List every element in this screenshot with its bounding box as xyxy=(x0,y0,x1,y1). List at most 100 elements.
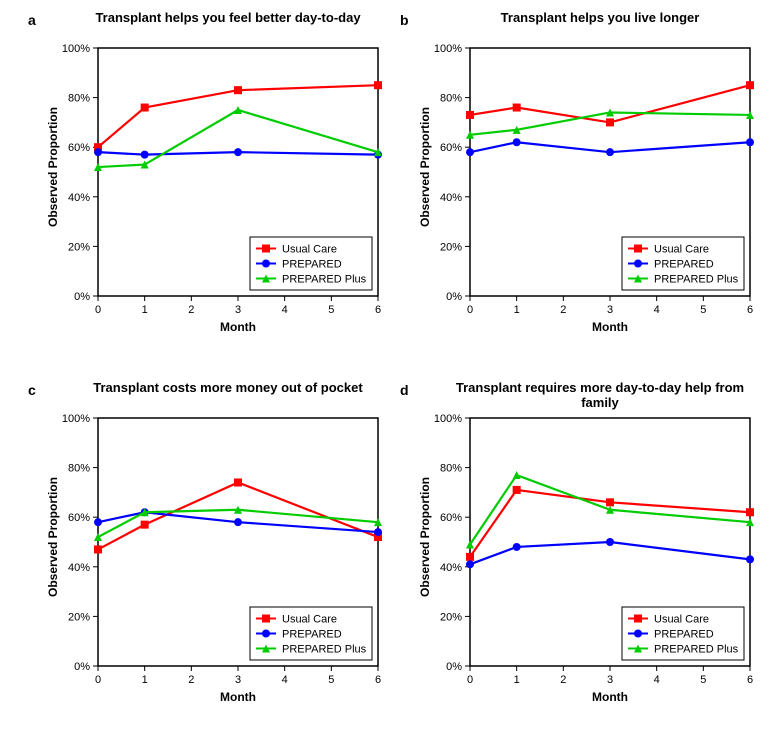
x-tick-label: 6 xyxy=(375,304,381,316)
y-tick-label: 60% xyxy=(68,142,90,154)
panel-d: dTransplant requires more day-to-day hel… xyxy=(400,388,760,718)
series-marker-usual xyxy=(606,498,614,506)
panel-b: bTransplant helps you live longer0123456… xyxy=(400,18,760,348)
legend-label: PREPARED xyxy=(654,629,714,641)
legend-label: Usual Care xyxy=(654,244,709,256)
x-tick-label: 0 xyxy=(467,304,473,316)
series-marker-usual xyxy=(466,553,474,561)
x-tick-label: 6 xyxy=(747,304,753,316)
legend-swatch-marker xyxy=(262,615,270,623)
series-line-usual xyxy=(470,85,750,122)
series-marker-usual xyxy=(94,545,102,553)
x-tick-label: 5 xyxy=(700,674,706,686)
series-line-usual xyxy=(98,85,378,147)
plot-svg: 01234560%20%40%60%80%100%Usual CarePREPA… xyxy=(28,18,388,348)
x-tick-label: 0 xyxy=(467,674,473,686)
legend-swatch-marker xyxy=(262,245,270,253)
series-marker-prepared xyxy=(746,555,754,563)
series-marker-prepared xyxy=(746,138,754,146)
series-marker-usual xyxy=(513,104,521,112)
legend-label: PREPARED Plus xyxy=(654,644,739,656)
legend-swatch-marker xyxy=(634,630,642,638)
series-marker-plus xyxy=(94,533,102,541)
x-tick-label: 5 xyxy=(700,304,706,316)
x-tick-label: 4 xyxy=(282,674,288,686)
series-marker-prepared xyxy=(234,148,242,156)
legend-label: Usual Care xyxy=(282,244,337,256)
series-marker-prepared xyxy=(374,528,382,536)
y-tick-label: 0% xyxy=(446,661,462,673)
legend-label: Usual Care xyxy=(282,614,337,626)
x-axis-label: Month xyxy=(98,690,378,704)
series-marker-prepared xyxy=(234,518,242,526)
legend-swatch-marker xyxy=(634,615,642,623)
y-tick-label: 20% xyxy=(68,241,90,253)
y-tick-label: 60% xyxy=(68,512,90,524)
series-marker-prepared xyxy=(141,151,149,159)
y-tick-label: 80% xyxy=(440,463,462,475)
figure-root: aTransplant helps you feel better day-to… xyxy=(0,0,778,735)
series-marker-usual xyxy=(513,486,521,494)
x-tick-label: 2 xyxy=(188,674,194,686)
y-axis-label: Observed Proportion xyxy=(418,467,432,607)
x-tick-label: 3 xyxy=(607,304,613,316)
y-tick-label: 80% xyxy=(68,93,90,105)
y-axis-label: Observed Proportion xyxy=(418,97,432,237)
x-tick-label: 1 xyxy=(514,674,520,686)
legend-label: PREPARED Plus xyxy=(654,274,739,286)
x-tick-label: 2 xyxy=(560,674,566,686)
series-marker-usual xyxy=(234,86,242,94)
series-marker-prepared xyxy=(94,518,102,526)
x-tick-label: 6 xyxy=(747,674,753,686)
series-marker-prepared xyxy=(513,543,521,551)
panel-a: aTransplant helps you feel better day-to… xyxy=(28,18,388,348)
legend-swatch-marker xyxy=(634,245,642,253)
x-tick-label: 5 xyxy=(328,304,334,316)
y-axis-label: Observed Proportion xyxy=(46,467,60,607)
legend-label: PREPARED xyxy=(654,259,714,271)
series-line-plus xyxy=(98,110,378,167)
legend-label: PREPARED Plus xyxy=(282,274,367,286)
x-tick-label: 4 xyxy=(654,674,660,686)
plot-svg: 01234560%20%40%60%80%100%Usual CarePREPA… xyxy=(400,388,760,718)
y-tick-label: 60% xyxy=(440,142,462,154)
y-tick-label: 80% xyxy=(440,93,462,105)
x-axis-label: Month xyxy=(470,320,750,334)
legend-label: PREPARED xyxy=(282,259,342,271)
y-tick-label: 40% xyxy=(68,562,90,574)
x-tick-label: 3 xyxy=(235,674,241,686)
series-marker-prepared xyxy=(513,138,521,146)
y-tick-label: 100% xyxy=(62,413,90,425)
plot-svg: 01234560%20%40%60%80%100%Usual CarePREPA… xyxy=(400,18,760,348)
x-tick-label: 1 xyxy=(142,674,148,686)
x-axis-label: Month xyxy=(470,690,750,704)
legend-swatch-marker xyxy=(262,630,270,638)
y-tick-label: 60% xyxy=(440,512,462,524)
series-marker-usual xyxy=(374,81,382,89)
y-tick-label: 20% xyxy=(440,241,462,253)
y-tick-label: 40% xyxy=(440,562,462,574)
y-tick-label: 100% xyxy=(434,413,462,425)
legend-swatch-marker xyxy=(262,260,270,268)
x-tick-label: 2 xyxy=(188,304,194,316)
series-marker-prepared xyxy=(466,148,474,156)
x-tick-label: 6 xyxy=(375,674,381,686)
legend-swatch-marker xyxy=(634,260,642,268)
panel-c: cTransplant costs more money out of pock… xyxy=(28,388,388,718)
series-marker-usual xyxy=(746,508,754,516)
x-tick-label: 2 xyxy=(560,304,566,316)
plot-svg: 01234560%20%40%60%80%100%Usual CarePREPA… xyxy=(28,388,388,718)
series-marker-usual xyxy=(234,478,242,486)
series-marker-usual xyxy=(466,111,474,119)
series-marker-usual xyxy=(606,118,614,126)
y-tick-label: 20% xyxy=(68,611,90,623)
series-marker-prepared xyxy=(606,538,614,546)
x-tick-label: 4 xyxy=(654,304,660,316)
y-tick-label: 40% xyxy=(68,192,90,204)
series-marker-prepared xyxy=(466,560,474,568)
x-tick-label: 1 xyxy=(514,304,520,316)
y-tick-label: 0% xyxy=(446,291,462,303)
y-tick-label: 100% xyxy=(62,43,90,55)
y-tick-label: 0% xyxy=(74,291,90,303)
x-axis-label: Month xyxy=(98,320,378,334)
